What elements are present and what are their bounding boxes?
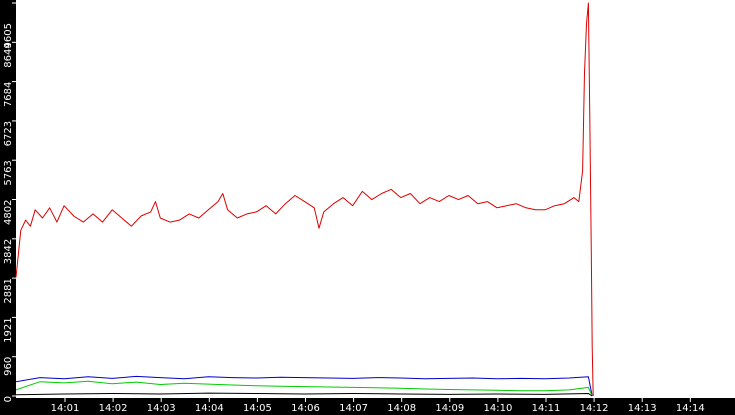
x-tick-label: 14:13 [628,403,657,414]
x-tick-label: 14:10 [483,403,512,414]
y-tick-label: 1921 [3,317,14,342]
series-line-4 [15,392,593,397]
x-tick-label: 14:07 [339,403,368,414]
x-tick-label: 14:02 [99,403,128,414]
x-tick-label: 14:11 [532,403,561,414]
x-axis-ticks: 14:01 14:02 14:03 14:04 14:05 14:06 14:07 14:08… [51,398,705,414]
y-tick-label: 2881 [3,278,14,303]
series-line-1 [15,2,594,397]
y-tick-label: 8644 [3,42,14,67]
y-tick-label: 3842 [3,239,14,264]
y-tick-label: 960 [3,357,14,376]
y-tick-label: 7684 [3,82,14,107]
series-line-2 [15,375,593,397]
x-tick-label: 14:03 [147,403,176,414]
y-tick-label: 9605 [3,23,14,48]
y-tick-label: 6723 [3,121,14,146]
series-layer [15,2,594,397]
x-tick-label: 14:01 [51,403,80,414]
x-tick-label: 14:09 [435,403,464,414]
y-axis-band [0,0,16,415]
y-tick-label: 0 [3,396,14,402]
x-tick-label: 14:05 [243,403,272,414]
x-tick-label: 14:14 [676,403,705,414]
y-tick-label: 5763 [3,160,14,185]
x-tick-label: 14:06 [291,403,320,414]
x-tick-label: 14:12 [580,403,609,414]
series-line-3 [15,380,593,397]
x-axis-band [0,398,735,415]
y-tick-label: 4802 [3,200,14,225]
x-tick-label: 14:04 [195,403,224,414]
x-tick-label: 14:08 [387,403,416,414]
